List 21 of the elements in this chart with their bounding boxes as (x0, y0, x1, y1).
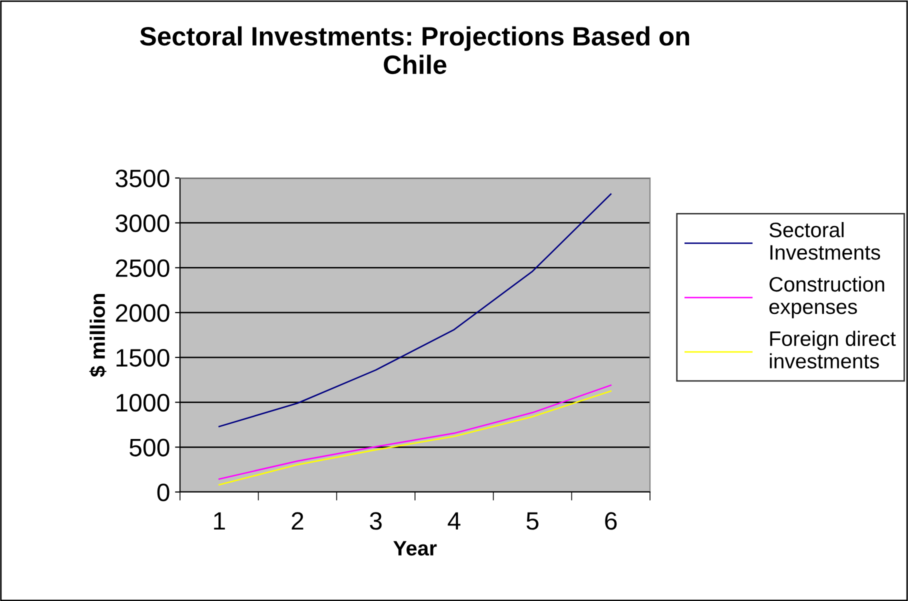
x-axis-title: Year (393, 541, 437, 556)
x-tick-label: 1 (214, 512, 225, 530)
x-tick-label: 6 (605, 512, 617, 530)
y-tick-label: 3000 (116, 214, 170, 232)
y-tick-label: 2500 (116, 259, 170, 278)
y-tick-label: 0 (157, 484, 170, 502)
x-tick-label: 3 (370, 512, 382, 530)
x-tick-label: 5 (526, 512, 538, 530)
y-axis-title: $ million (89, 294, 106, 377)
x-tick-label: 4 (448, 512, 460, 530)
y-tick-label: 3500 (116, 170, 170, 188)
legend-label: Sectoral Investments (769, 222, 880, 260)
legend-label: Construction expenses (769, 276, 884, 318)
y-tick-label: 1500 (116, 349, 170, 367)
y-tick-label: 1000 (116, 394, 170, 412)
y-tick-label: 500 (130, 438, 170, 456)
line-series (218, 193, 612, 428)
legend-label: Foreign direct investments (770, 330, 896, 368)
chart-title: Sectoral Investments: Projections Based on Chile (140, 26, 690, 74)
x-tick-label: 2 (292, 512, 304, 530)
y-tick-label: 2000 (116, 304, 170, 322)
